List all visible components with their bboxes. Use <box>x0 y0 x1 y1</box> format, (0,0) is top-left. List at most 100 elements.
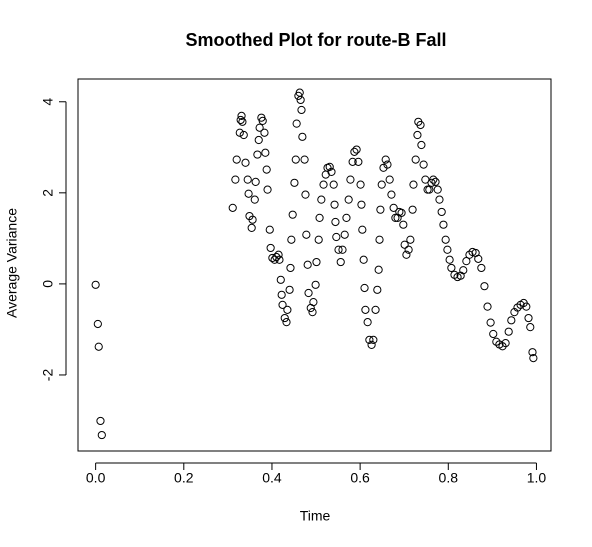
point <box>429 175 438 184</box>
point <box>383 160 392 169</box>
point <box>300 155 309 164</box>
point <box>93 319 102 329</box>
point <box>356 180 365 189</box>
point <box>286 263 295 273</box>
point <box>399 220 408 229</box>
point <box>235 128 244 137</box>
x-tick-label: 1.0 <box>527 470 547 486</box>
point <box>357 200 366 209</box>
point <box>441 235 450 244</box>
point <box>302 230 311 239</box>
point <box>443 245 452 254</box>
point <box>315 213 324 222</box>
y-tick-label: 0 <box>40 280 56 288</box>
point <box>296 95 305 105</box>
point <box>376 205 385 214</box>
point <box>417 140 426 150</box>
point <box>373 285 382 294</box>
point <box>238 117 247 126</box>
point <box>408 205 417 214</box>
point <box>278 300 287 309</box>
point <box>404 245 413 254</box>
point <box>361 305 370 314</box>
y-axis-label: Average Variance <box>4 208 20 318</box>
point <box>447 263 456 273</box>
point <box>254 135 263 145</box>
point <box>367 340 376 350</box>
point <box>258 116 267 125</box>
point <box>329 180 338 189</box>
point <box>298 132 307 141</box>
point <box>522 302 531 311</box>
point <box>385 175 394 184</box>
point <box>327 167 336 176</box>
point <box>350 147 359 156</box>
point <box>250 195 259 204</box>
point <box>330 200 339 209</box>
point <box>397 208 406 217</box>
point <box>354 157 363 166</box>
point <box>346 175 355 184</box>
point <box>342 213 351 222</box>
point <box>255 123 264 132</box>
x-tick-label: 0.6 <box>350 470 370 486</box>
point <box>253 150 262 159</box>
point <box>332 232 341 242</box>
point <box>402 250 411 259</box>
point <box>419 160 428 169</box>
point <box>290 178 299 187</box>
point <box>251 177 260 187</box>
point <box>301 190 310 199</box>
point <box>260 128 269 137</box>
point <box>94 342 103 351</box>
point <box>391 213 400 222</box>
point <box>274 250 283 259</box>
point <box>363 318 372 327</box>
y-tick-label: 2 <box>40 189 56 197</box>
x-tick-label: 0.8 <box>439 470 459 486</box>
point <box>489 329 498 339</box>
point <box>433 185 442 194</box>
point <box>377 180 386 189</box>
point <box>283 305 292 314</box>
point <box>348 157 357 166</box>
point <box>352 145 361 154</box>
point <box>314 235 323 244</box>
point <box>277 290 286 299</box>
point <box>231 175 240 184</box>
point <box>309 298 318 307</box>
point <box>389 203 398 212</box>
point <box>243 175 252 184</box>
point <box>308 308 317 317</box>
point <box>413 130 422 140</box>
point <box>416 120 425 130</box>
point <box>340 230 349 239</box>
point <box>406 235 415 244</box>
point <box>317 195 326 204</box>
point <box>374 265 383 274</box>
point <box>247 223 256 232</box>
point <box>393 213 402 222</box>
x-tick-label: 0.4 <box>262 470 282 486</box>
point <box>336 257 345 267</box>
point <box>244 189 253 198</box>
point <box>311 280 320 289</box>
point <box>275 255 284 264</box>
point <box>319 180 328 189</box>
point <box>304 288 313 298</box>
point <box>263 185 272 194</box>
point <box>344 195 353 204</box>
point <box>504 327 513 336</box>
point <box>325 162 334 171</box>
point <box>462 257 471 266</box>
point <box>334 245 343 254</box>
y-tick-label: -2 <box>40 369 56 382</box>
chart-title: Smoothed Plot for route-B Fall <box>186 30 447 50</box>
point <box>375 235 384 244</box>
point <box>365 335 374 345</box>
point <box>285 285 294 294</box>
point <box>248 215 257 224</box>
point <box>358 225 367 234</box>
x-tick-label: 0.2 <box>174 470 194 486</box>
point <box>262 165 271 174</box>
